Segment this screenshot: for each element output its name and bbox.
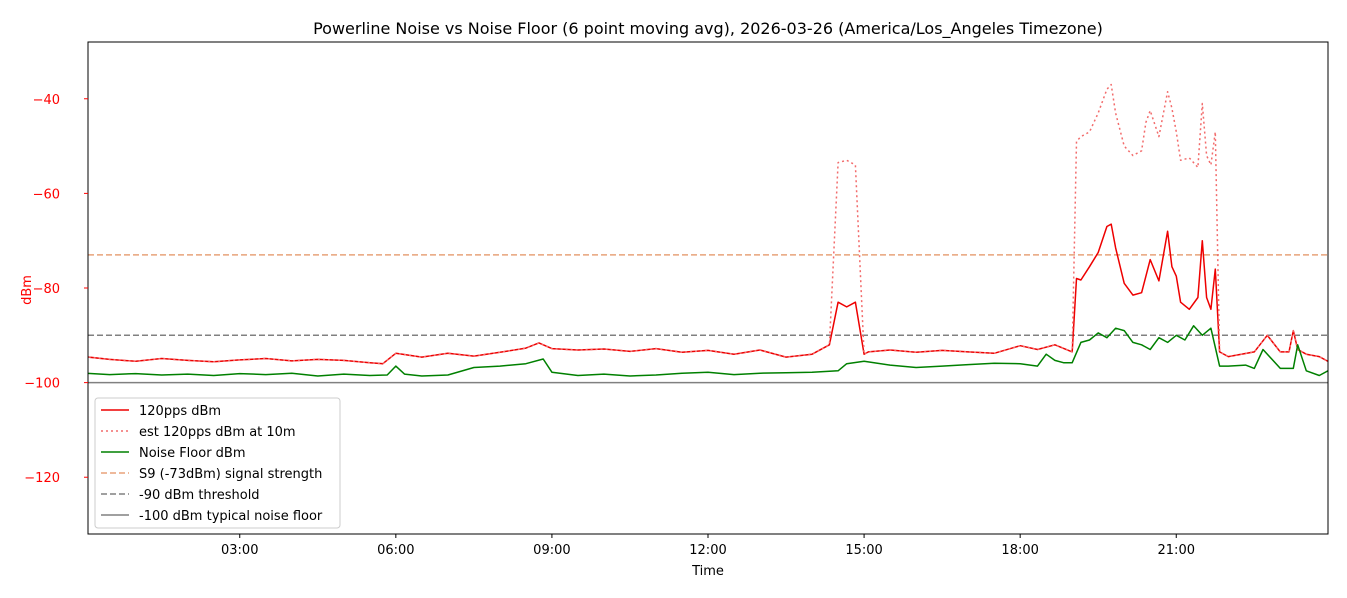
x-axis-label: Time: [691, 564, 724, 579]
x-tick-label: 15:00: [845, 543, 882, 558]
x-tick-label: 06:00: [377, 543, 414, 558]
legend-label: 120pps dBm: [139, 404, 221, 419]
chart-title: Powerline Noise vs Noise Floor (6 point …: [313, 19, 1103, 39]
legend-label: -90 dBm threshold: [139, 488, 260, 503]
legend-label: est 120pps dBm at 10m: [139, 425, 296, 440]
legend-box: [94, 397, 341, 529]
y-tick-label: −80: [33, 282, 60, 297]
reference-lines: [88, 254, 1328, 384]
x-tick-label: 09:00: [533, 543, 570, 558]
y-axis-ticks: −40 −60 −80 −100 −120: [24, 93, 88, 486]
series-line-2: [88, 325, 1328, 377]
y-tick-label: −120: [24, 471, 60, 486]
x-axis-ticks: 03:00 06:00 09:00 12:00 15:00 18:00 21:00: [221, 534, 1195, 558]
y-axis-label: dBm: [20, 275, 35, 305]
legend-label: S9 (-73dBm) signal strength: [139, 467, 322, 482]
y-tick-label: −40: [33, 93, 60, 108]
series-line-1: [88, 83, 1328, 365]
legend-label: Noise Floor dBm: [139, 446, 246, 461]
x-tick-label: 03:00: [221, 543, 258, 558]
legend-label: -100 dBm typical noise floor: [139, 509, 323, 524]
x-tick-label: 21:00: [1158, 543, 1195, 558]
legend: 120pps dBm est 120pps dBm at 10m Noise Flo…: [94, 397, 341, 529]
y-tick-label: −60: [33, 187, 60, 202]
series-lines: [88, 83, 1328, 377]
y-tick-label: −100: [24, 377, 60, 392]
x-tick-label: 12:00: [689, 543, 726, 558]
x-tick-label: 18:00: [1001, 543, 1038, 558]
